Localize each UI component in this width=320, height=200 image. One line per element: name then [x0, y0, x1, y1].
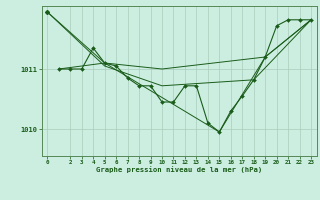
X-axis label: Graphe pression niveau de la mer (hPa): Graphe pression niveau de la mer (hPa): [96, 167, 262, 173]
